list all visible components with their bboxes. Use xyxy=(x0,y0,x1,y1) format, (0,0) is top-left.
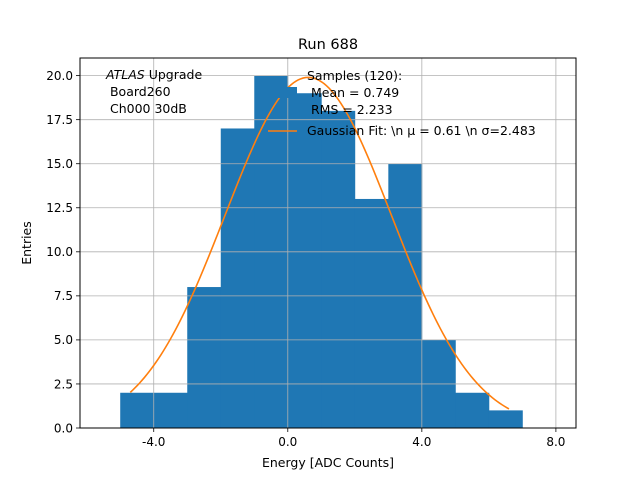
gaussian-fit-curve xyxy=(129,76,510,410)
histogram-bar xyxy=(455,392,490,428)
atlas-annotation: ATLAS Upgrade Board260 Ch000 30dB xyxy=(105,67,202,116)
annotation-upgrade: Upgrade xyxy=(145,67,203,82)
chart-title: Run 688 xyxy=(298,37,358,53)
legend-histogram-swatch xyxy=(268,87,297,98)
x-tick-label: 0.0 xyxy=(278,435,297,449)
plot-frame xyxy=(79,57,577,429)
x-axis-ticks: -4.0 0.0 4.0 8.0 xyxy=(142,428,565,449)
legend-fit-label: Gaussian Fit: \n μ = 0.61 \n σ=2.483 xyxy=(307,123,536,138)
histogram-bar xyxy=(153,392,188,428)
y-tick-label: 2.5 xyxy=(54,377,73,391)
annotation-line-1: ATLAS Upgrade xyxy=(105,67,202,82)
histogram-bar xyxy=(287,93,322,428)
y-tick-label: 20.0 xyxy=(46,69,73,83)
annotation-line-2: Board260 xyxy=(106,84,171,99)
x-tick-label: 8.0 xyxy=(546,435,565,449)
histogram-bar xyxy=(488,410,523,428)
histogram-bar xyxy=(120,392,155,428)
annotation-line-3: Ch000 30dB xyxy=(106,101,187,116)
y-axis-ticks: 0.0 2.5 5.0 7.5 10.0 12.5 15.0 17.5 20.0 xyxy=(46,69,80,435)
legend-samples-line-3: RMS = 2.233 xyxy=(307,102,393,117)
y-tick-label: 17.5 xyxy=(46,113,73,127)
x-tick-label: -4.0 xyxy=(142,435,165,449)
y-tick-label: 5.0 xyxy=(54,333,73,347)
plot-area xyxy=(79,57,577,429)
legend: Samples (120): Mean = 0.749 RMS = 2.233 … xyxy=(268,68,536,138)
legend-samples-line-2: Mean = 0.749 xyxy=(307,85,399,100)
histogram-bar xyxy=(321,110,356,428)
legend-samples-line-1: Samples (120): xyxy=(307,68,402,83)
y-axis-label: Entries xyxy=(19,221,34,265)
histogram-bar xyxy=(354,198,389,428)
x-axis-label: Energy [ADC Counts] xyxy=(262,455,394,470)
histogram-bar xyxy=(187,287,222,428)
y-tick-label: 10.0 xyxy=(46,245,73,259)
histogram-bar xyxy=(220,128,255,428)
grid-lines xyxy=(80,58,576,429)
y-tick-label: 7.5 xyxy=(54,289,73,303)
y-tick-label: 12.5 xyxy=(46,201,73,215)
annotation-atlas-italic: ATLAS xyxy=(105,67,145,82)
x-tick-label: 4.0 xyxy=(412,435,431,449)
y-tick-label: 0.0 xyxy=(54,421,73,435)
y-tick-label: 15.0 xyxy=(46,157,73,171)
